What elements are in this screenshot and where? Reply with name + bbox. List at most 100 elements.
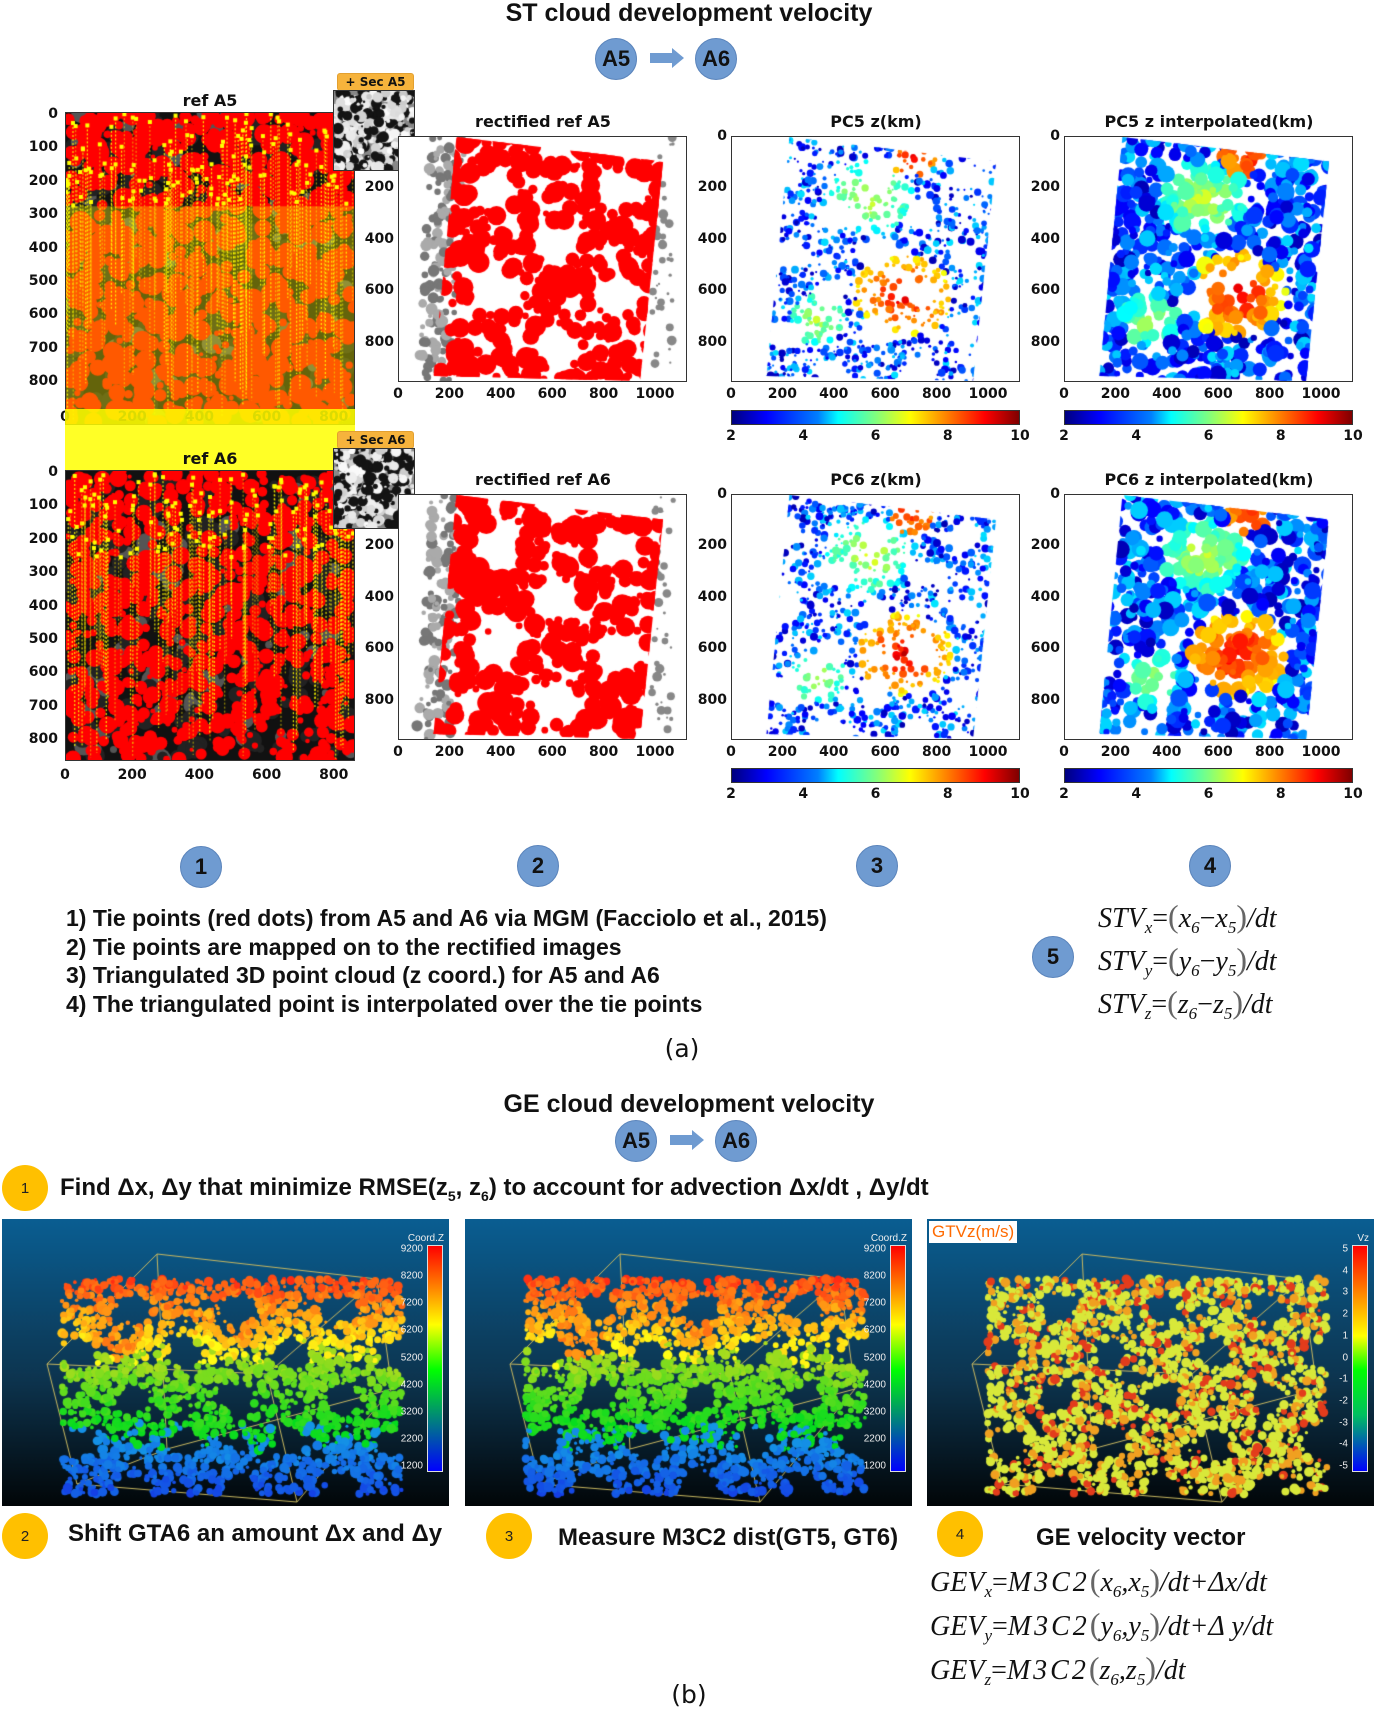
formula-subscript: 6 bbox=[1112, 1626, 1122, 1645]
y-tick-label: 100 bbox=[28, 139, 58, 156]
y-tick-label: 300 bbox=[28, 564, 58, 581]
y-tick-label: 0 bbox=[717, 128, 727, 144]
colorbar-scale bbox=[427, 1245, 443, 1472]
y-tick-label: 0 bbox=[48, 464, 58, 480]
x-tick-label: 400 bbox=[486, 386, 516, 402]
step-4-circle: 4 bbox=[1189, 845, 1231, 887]
note-line: 3) Triangulated 3D point cloud (z coord.… bbox=[66, 962, 660, 989]
colorbar-title: Coord.Z bbox=[870, 1233, 907, 1244]
x-tick-label: 200 bbox=[767, 744, 798, 760]
point-cloud-canvas bbox=[927, 1219, 1374, 1506]
formula-subscript: 5 bbox=[1136, 1670, 1146, 1689]
x-tick-label: 800 bbox=[319, 767, 349, 783]
stv-formula: STVz=(z6−z5)/dt bbox=[1098, 984, 1273, 1023]
ref-plot-title: ref A6 bbox=[182, 449, 238, 468]
formula-subscript: y bbox=[1144, 961, 1153, 980]
x-tick-label: 0 bbox=[1059, 386, 1069, 402]
ref-image-plot bbox=[65, 112, 355, 425]
y-tick-label: 600 bbox=[364, 282, 394, 299]
x-tick-label: 600 bbox=[537, 744, 567, 760]
step-notes: 1) Tie points (red dots) from A5 and A6 … bbox=[66, 904, 827, 1019]
x-tick-label: 10 bbox=[1010, 428, 1030, 444]
y-tick-label: 700 bbox=[28, 339, 58, 356]
x-tick-label: 200 bbox=[434, 386, 465, 402]
ref-image-canvas bbox=[66, 113, 354, 424]
x-tick-label: 8 bbox=[942, 786, 953, 802]
x-tick-label: 200 bbox=[1100, 386, 1131, 402]
formula-lhs: STV bbox=[1098, 946, 1145, 977]
colorbar-tick-label: -3 bbox=[1339, 1417, 1348, 1429]
colorbar-tick-label: 6200 bbox=[863, 1324, 886, 1336]
x-tick-label: 4 bbox=[1131, 786, 1142, 802]
ge-step-4-circle: 4 bbox=[937, 1511, 983, 1557]
x-tick-label: 10 bbox=[1010, 786, 1030, 802]
x-tick-label: 1000 bbox=[968, 744, 1008, 760]
colorbar-tick-label: -5 bbox=[1339, 1460, 1348, 1472]
colorbar-tick-label: 3200 bbox=[400, 1406, 423, 1418]
colorbar-scale bbox=[1352, 1245, 1368, 1472]
formula-var: y bbox=[1215, 946, 1228, 977]
x-tick-label: 400 bbox=[1152, 744, 1182, 760]
x-tick-label: 800 bbox=[1254, 386, 1285, 402]
formula-extra: +Δ y/dt bbox=[1189, 1611, 1274, 1642]
y-tick-label: 400 bbox=[28, 239, 58, 256]
y-tick-label: 600 bbox=[28, 306, 58, 323]
colorbar-tick-label: 7200 bbox=[863, 1297, 886, 1309]
x-tick-label: 8 bbox=[942, 428, 953, 444]
formula-subscript: 6 bbox=[1191, 961, 1200, 980]
y-tick-label: 0 bbox=[48, 106, 58, 122]
formula-subscript: 6 bbox=[1110, 1670, 1119, 1689]
stv-formula: STVx=(x6−x5)/dt bbox=[1098, 898, 1277, 937]
formula-subscript: z bbox=[984, 1670, 992, 1689]
tie-line-overlap-band bbox=[65, 409, 355, 471]
x-tick-label: 0 bbox=[60, 767, 70, 783]
x-tick-label: 800 bbox=[921, 744, 952, 760]
step-a5-circle: A5 bbox=[615, 1120, 657, 1162]
formula-operator: − bbox=[1199, 946, 1216, 977]
formula-operator: − bbox=[1197, 989, 1213, 1020]
point-cloud-canvas bbox=[465, 1219, 912, 1506]
x-tick-label: 6 bbox=[1203, 428, 1214, 444]
y-tick-label: 500 bbox=[28, 631, 58, 647]
formula-var: z bbox=[1212, 989, 1224, 1020]
x-tick-label: 0 bbox=[393, 386, 403, 402]
formula-function: M3C2 bbox=[1007, 1611, 1090, 1642]
rectified-image-plot bbox=[398, 494, 687, 740]
formula-var: y bbox=[1100, 1611, 1113, 1642]
x-tick-label: 1000 bbox=[968, 386, 1008, 402]
point-cloud-3d-view: Vz 5 4 3 2 1 0 -1 -2 -3 -4 -5 GTVz(m/s) bbox=[927, 1219, 1374, 1506]
section-b-title: GE cloud development velocity bbox=[503, 1090, 875, 1118]
formula-lhs: STV bbox=[1098, 903, 1145, 934]
ge-step-2-circle: 2 bbox=[2, 1513, 48, 1559]
pc-plot-title: PC5 z(km) bbox=[830, 112, 922, 131]
rectified-plot-title: rectified ref A5 bbox=[475, 112, 611, 131]
x-tick-label: 6 bbox=[1203, 786, 1214, 802]
x-tick-label: 4 bbox=[798, 428, 809, 444]
y-tick-label: 200 bbox=[697, 537, 727, 554]
colorbar-tick-label: -2 bbox=[1339, 1395, 1348, 1407]
pc-z-canvas bbox=[732, 495, 1019, 739]
colorbar-tick-label: 5200 bbox=[863, 1352, 886, 1363]
x-tick-label: 400 bbox=[184, 767, 215, 783]
rectified-image-canvas bbox=[399, 137, 686, 381]
pc-z-plot bbox=[731, 494, 1020, 740]
interp-plot-title: PC6 z interpolated(km) bbox=[1104, 470, 1314, 489]
formula-lhs: GEV bbox=[930, 1655, 985, 1686]
formula-subscript: x bbox=[984, 1582, 992, 1601]
rectified-image-plot bbox=[398, 136, 687, 382]
colorbar-tick-label: 3200 bbox=[863, 1406, 886, 1418]
x-tick-label: 800 bbox=[1254, 744, 1285, 760]
step-1-circle: 1 bbox=[180, 846, 222, 888]
formula-subscript: 5 bbox=[1223, 1004, 1233, 1023]
sec-image-label: + Sec A5 bbox=[337, 73, 414, 91]
formula-lhs: GEV bbox=[930, 1611, 985, 1642]
ge-step-1-text: Find Δx, Δy that minimize RMSE(z5, z6) t… bbox=[60, 1174, 929, 1204]
x-tick-label: 600 bbox=[870, 744, 900, 760]
formula-tail: /dt bbox=[1247, 903, 1277, 934]
x-tick-label: 6 bbox=[870, 786, 881, 802]
step-a6-circle: A6 bbox=[695, 38, 737, 80]
x-tick-label: 6 bbox=[870, 428, 881, 444]
x-tick-label: 600 bbox=[1203, 744, 1233, 760]
step-5-circle: 5 bbox=[1032, 936, 1074, 978]
colorbar-tick-label: 7200 bbox=[400, 1297, 423, 1309]
